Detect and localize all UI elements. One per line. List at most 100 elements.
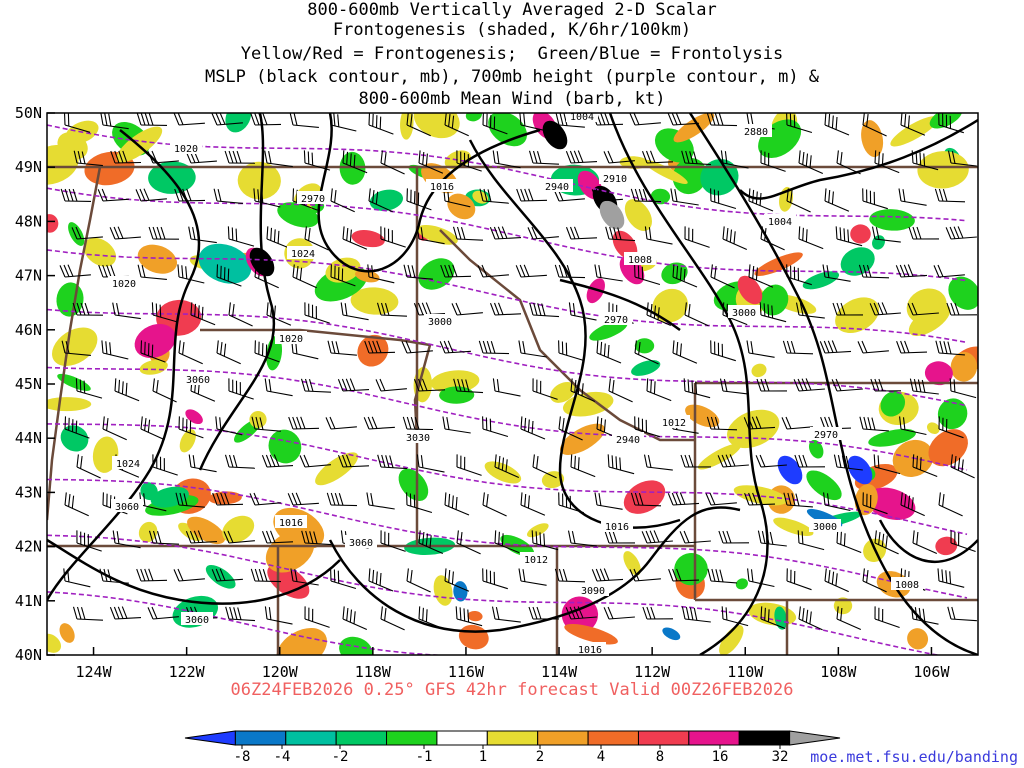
svg-text:3090: 3090 xyxy=(581,586,605,597)
wind-barb xyxy=(870,378,902,392)
frontogenesis-cell xyxy=(237,161,281,200)
frontogenesis-cell xyxy=(662,627,681,641)
wind-barb xyxy=(746,340,775,358)
wind-barb xyxy=(289,113,319,128)
wind-barb xyxy=(937,568,965,588)
wind-barb xyxy=(190,302,216,326)
frontogenesis-cell xyxy=(138,521,158,543)
wind-barb xyxy=(211,113,243,126)
mslp-contour-label: 1004 xyxy=(566,109,598,123)
wind-barb xyxy=(64,492,89,517)
lat-tick-label: 44N xyxy=(15,429,42,447)
wind-barb xyxy=(568,302,597,321)
wind-barb xyxy=(873,454,901,475)
wind-barb xyxy=(630,492,662,507)
wind-barb xyxy=(797,530,825,551)
svg-text:1012: 1012 xyxy=(524,555,548,566)
wind-barb xyxy=(329,113,357,132)
frontogenesis-cell xyxy=(806,470,842,501)
wind-barb xyxy=(61,340,91,356)
wind-barb xyxy=(824,113,850,136)
frontogenesis-cell xyxy=(774,606,788,630)
lon-tick-label: 120W xyxy=(262,663,299,681)
wind-barb xyxy=(303,150,331,171)
frontogenesis-cell xyxy=(733,485,788,506)
wind-barb xyxy=(216,264,242,287)
wind-barb xyxy=(325,416,357,430)
svg-text:1008: 1008 xyxy=(895,580,919,591)
mslp-contour xyxy=(47,538,341,605)
lat-tick-label: 47N xyxy=(15,267,42,285)
frontogenesis-cell xyxy=(673,113,715,143)
contour-labels: 1004 1020 1016 1024 1020 1020 1024 1016 1016 1012… xyxy=(108,109,923,656)
wind-barb xyxy=(786,568,812,591)
wind-barb xyxy=(444,492,470,516)
lon-tick-label: 108W xyxy=(820,663,857,681)
svg-text:2970: 2970 xyxy=(301,194,325,205)
svg-text:1020: 1020 xyxy=(279,334,303,345)
wind-barb xyxy=(418,606,444,630)
frontogenesis-cell xyxy=(83,237,117,267)
frontogenesis-cell xyxy=(850,224,871,244)
frontogenesis-cell xyxy=(413,113,460,139)
wind-barb xyxy=(342,226,368,250)
wind-barb xyxy=(591,188,623,202)
colorbar-segment xyxy=(285,730,337,746)
frontogenesis-core xyxy=(737,275,763,305)
wind-barb xyxy=(683,378,711,399)
map-axes: 50N 49N 48N 47N 46N 45N 44N 43N 42N 41N 40N 124W 122… xyxy=(15,104,951,681)
height-contour-label: 3000 xyxy=(809,519,841,533)
wind-barb xyxy=(681,606,711,623)
colorbar-label: 1 xyxy=(479,749,487,765)
frontogenesis-cell xyxy=(773,517,814,536)
wind-barb xyxy=(594,492,623,510)
svg-text:3000: 3000 xyxy=(732,308,756,319)
wind-barb xyxy=(529,302,560,318)
wind-barb xyxy=(528,606,560,620)
wind-barb xyxy=(304,606,330,628)
wind-barb xyxy=(908,226,940,240)
colorbar-label: 32 xyxy=(772,749,789,765)
mslp-contour xyxy=(198,113,276,471)
frontogenesis-cell xyxy=(935,536,958,556)
frontogenesis-cell xyxy=(52,327,98,366)
wind-barb xyxy=(558,492,584,514)
wind-barb xyxy=(148,530,180,545)
wind-barb xyxy=(862,492,888,515)
wind-barb xyxy=(909,378,939,395)
mslp-contour-label: 1020 xyxy=(170,141,202,155)
mslp-contour-label: 1016 xyxy=(601,519,633,533)
frontogenesis-cell xyxy=(751,363,767,378)
wind-barb xyxy=(330,188,355,213)
wind-barb xyxy=(899,416,927,436)
wind-barb xyxy=(947,606,977,622)
wind-barb xyxy=(224,454,256,469)
wind-barb xyxy=(72,302,104,316)
lat-tick-label: 45N xyxy=(15,375,42,393)
wind-barb xyxy=(367,264,395,284)
wind-barb xyxy=(565,226,598,240)
mslp-contour xyxy=(317,113,541,273)
wind-barb xyxy=(76,454,101,479)
wind-barb xyxy=(99,568,129,584)
wind-barb xyxy=(519,113,547,132)
frontogenesis-cell xyxy=(560,423,605,455)
svg-text:1016: 1016 xyxy=(430,182,454,193)
frontogenesis-cell xyxy=(928,429,968,467)
wind-barb xyxy=(596,340,622,364)
colorbar-segment xyxy=(486,730,539,746)
frontogenesis-cell xyxy=(861,120,884,158)
wind-barb xyxy=(643,454,673,471)
colorbar-segment xyxy=(587,730,639,746)
wind-barb xyxy=(456,530,481,555)
wind-barb xyxy=(518,568,547,586)
wind-barb xyxy=(935,340,965,356)
wind-barb xyxy=(152,378,177,403)
wind-barb xyxy=(896,340,928,354)
wind-barb xyxy=(532,378,558,400)
wind-barb xyxy=(603,606,635,620)
wind-barb xyxy=(558,416,583,441)
wind-barb xyxy=(177,264,205,284)
wind-barb xyxy=(641,150,674,164)
frontogenesis-cell xyxy=(439,386,475,404)
